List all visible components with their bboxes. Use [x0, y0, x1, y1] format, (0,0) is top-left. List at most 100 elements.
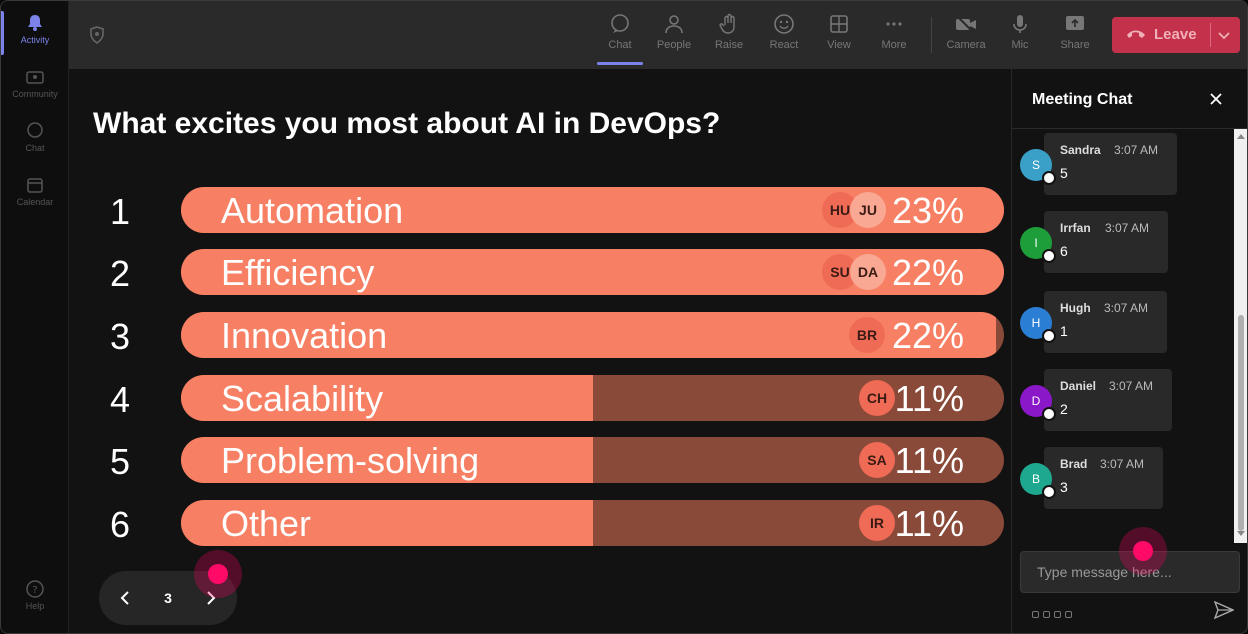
scrollbar-thumb[interactable] — [1238, 315, 1244, 531]
close-icon[interactable] — [1208, 91, 1224, 107]
toolbar-view-button[interactable]: View — [814, 11, 864, 63]
voter-avatar[interactable]: BR — [849, 317, 885, 353]
rail-item-label: Activity — [20, 35, 50, 45]
poll-option-percent: 11% — [894, 503, 964, 544]
toolbar-chat-button[interactable]: Chat — [595, 11, 645, 65]
toolbar-button-label: View — [827, 39, 851, 51]
rail-item-label: Chat — [25, 143, 45, 153]
poll-option-rank: 2 — [109, 253, 131, 294]
rail-item-calendar[interactable]: Calendar — [1, 175, 69, 207]
leave-divider — [1210, 23, 1211, 47]
poll-option-row: 4 Scalability CH 11% — [69, 375, 1011, 423]
message-text: 3 — [1060, 479, 1068, 495]
voter-avatar[interactable]: SA — [859, 442, 895, 478]
rail-item-activity[interactable]: Activity — [1, 11, 69, 55]
pointer-indicator — [194, 550, 242, 598]
poll-option-fill — [181, 375, 593, 421]
message-timestamp: 3:07 AM — [1100, 457, 1145, 471]
chevron-left-icon[interactable] — [117, 589, 135, 607]
chat-divider — [1012, 128, 1247, 129]
message-text: 2 — [1060, 401, 1068, 417]
view-icon — [830, 15, 848, 33]
format-icon[interactable] — [1032, 611, 1039, 618]
poll-question: What excites you most about AI in DevOps… — [93, 107, 721, 140]
page-number: 3 — [164, 590, 172, 606]
toolbar-button-label: React — [769, 39, 799, 51]
voter-avatar[interactable]: DA — [850, 254, 886, 290]
rail-item-label: Calendar — [16, 197, 54, 207]
avatar[interactable]: S — [1020, 149, 1056, 185]
chat-message[interactable]: Daniel 3:07 AM 2 D — [1020, 369, 1180, 431]
avatar[interactable]: I — [1020, 227, 1056, 263]
toolbar-button-label: Mic — [1011, 39, 1029, 51]
toolbar-divider — [931, 17, 932, 53]
formatting-icons — [1032, 605, 1076, 618]
emoji-icon[interactable] — [1054, 611, 1061, 618]
chevron-right-icon[interactable] — [201, 589, 219, 607]
poll-option-row: 3 Innovation BR 22% — [69, 312, 1011, 360]
toolbar-more-button[interactable]: More — [869, 11, 919, 63]
poll-option-bar: Automation HU JU 23% — [181, 187, 1004, 233]
voter-avatar[interactable]: IR — [859, 505, 895, 541]
send-icon[interactable] — [1214, 601, 1234, 619]
chat-title: Meeting Chat — [1032, 91, 1133, 108]
poll-option-rank: 5 — [109, 441, 131, 482]
svg-text:?: ? — [32, 585, 37, 596]
chat-message[interactable]: Irrfan 3:07 AM 6 I — [1020, 211, 1180, 273]
toolbar-camera-button[interactable]: Camera — [941, 11, 991, 63]
toolbar-people-button[interactable]: People — [649, 11, 699, 63]
poll-option-row: 6 Other IR 11% — [69, 500, 1011, 548]
scroll-up-icon[interactable] — [1237, 133, 1245, 139]
chat-message-list[interactable]: Sandra 3:07 AM 5 S Irrfan 3:07 AM 6 I Hugh 3:07 A… — [1012, 129, 1234, 543]
message-timestamp: 3:07 AM — [1104, 301, 1149, 315]
toolbar-react-button[interactable]: React — [759, 11, 809, 63]
poll-option-bar: Scalability CH 11% — [181, 375, 1004, 421]
poll-option-percent: 11% — [894, 440, 964, 481]
poll-option-label: Efficiency — [221, 252, 375, 293]
avatar[interactable]: H — [1020, 307, 1056, 343]
message-sender: Daniel — [1060, 379, 1097, 393]
leave-button[interactable]: Leave — [1112, 17, 1240, 53]
gif-icon[interactable] — [1065, 611, 1072, 618]
message-timestamp: 3:07 AM — [1109, 379, 1154, 393]
message-sender: Sandra — [1060, 143, 1101, 157]
message-text: 6 — [1060, 243, 1068, 259]
message-timestamp: 3:07 AM — [1114, 143, 1159, 157]
poll-option-label: Scalability — [221, 378, 384, 419]
chat-icon — [27, 122, 43, 138]
voter-avatar[interactable]: JU — [850, 192, 886, 228]
message-bubble: Sandra 3:07 AM 5 — [1044, 133, 1177, 195]
rail-item-help[interactable]: ? Help — [1, 579, 69, 611]
avatar[interactable]: B — [1020, 463, 1056, 499]
chat-scrollbar[interactable] — [1234, 129, 1247, 543]
message-bubble: Daniel 3:07 AM 2 — [1044, 369, 1172, 431]
toolbar-button-label: More — [881, 39, 907, 51]
chevron-down-icon[interactable] — [1216, 27, 1232, 43]
react-icon — [774, 14, 794, 34]
rail-item-chat[interactable]: Chat — [1, 121, 69, 153]
avatar[interactable]: D — [1020, 385, 1056, 421]
message-bubble: Hugh 3:07 AM 1 — [1044, 291, 1167, 353]
chat-message[interactable]: Brad 3:07 AM 3 B — [1020, 447, 1180, 509]
scroll-down-icon[interactable] — [1237, 531, 1245, 537]
message-text: 1 — [1060, 323, 1068, 339]
message-sender: Hugh — [1060, 301, 1091, 315]
rail-item-community[interactable]: Community — [1, 67, 69, 99]
poll-option-label: Innovation — [221, 315, 388, 356]
toolbar-mic-button[interactable]: Mic — [995, 11, 1045, 63]
toolbar-share-button[interactable]: Share — [1050, 11, 1100, 63]
poll-option-percent: 22% — [891, 315, 964, 356]
chat-message-input[interactable] — [1020, 551, 1240, 593]
attach-icon[interactable] — [1043, 611, 1050, 618]
voter-avatar[interactable]: CH — [859, 380, 895, 416]
poll-option-bar: Other IR 11% — [181, 500, 1004, 546]
toolbar-raise-button[interactable]: Raise — [704, 11, 754, 63]
message-bubble: Irrfan 3:07 AM 6 — [1044, 211, 1168, 273]
chat-message[interactable]: Sandra 3:07 AM 5 S — [1020, 133, 1180, 195]
poll-option-fill — [181, 500, 593, 546]
shield-icon[interactable] — [87, 25, 107, 45]
chat-message[interactable]: Hugh 3:07 AM 1 H — [1020, 291, 1180, 353]
camera-off-icon — [956, 15, 976, 34]
poll-option-row: 2 Efficiency SU DA 22% — [69, 249, 1011, 297]
